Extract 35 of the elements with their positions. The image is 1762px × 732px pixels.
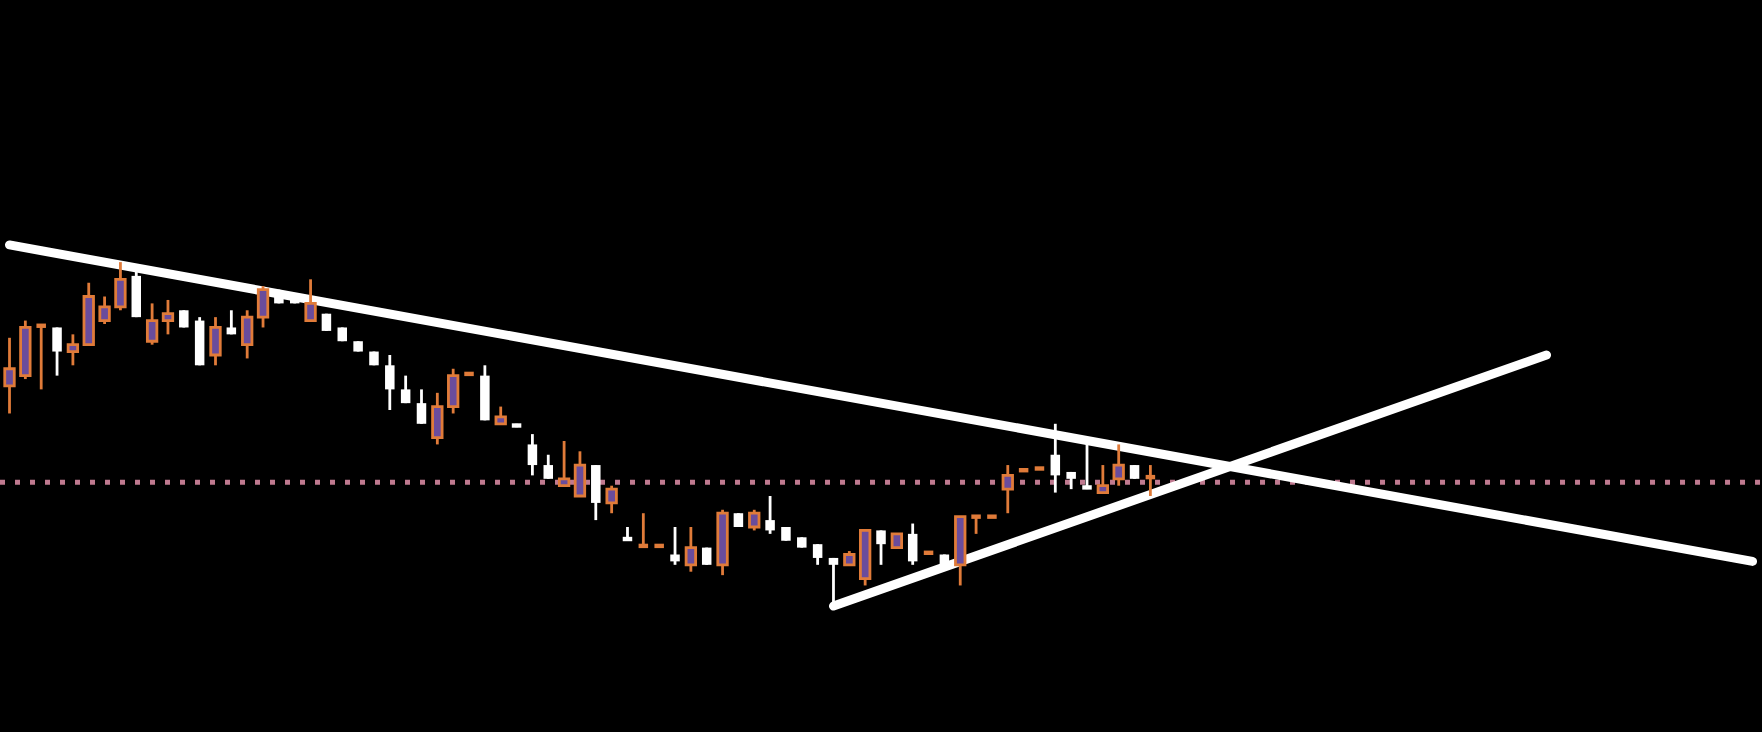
candlestick: [1050, 422, 1061, 494]
candlestick: [480, 363, 490, 422]
candlestick: [543, 453, 554, 481]
candlestick: [605, 484, 618, 515]
candlestick: [765, 494, 775, 536]
candlestick: [385, 353, 395, 412]
candlestick: [256, 284, 270, 329]
candlestick: [670, 525, 680, 567]
candlestick: [748, 508, 761, 532]
candlestick: [557, 439, 571, 488]
candlestick: [131, 267, 142, 319]
candlestick: [209, 315, 222, 367]
candlestick: [400, 374, 411, 405]
candlestick: [812, 542, 823, 567]
candlestick: [1001, 463, 1014, 515]
candlestick: [876, 529, 886, 567]
candlestick: [194, 315, 205, 367]
candlestick: [52, 326, 62, 378]
candlestick: [447, 367, 460, 415]
candlestick: [591, 463, 601, 522]
candlestick: [1112, 443, 1125, 488]
candlestick: [226, 308, 237, 336]
candlestick: [431, 391, 444, 446]
candlestick: [907, 522, 918, 567]
candlestick: [161, 298, 175, 336]
candlestick: [241, 308, 254, 360]
candlestick: [145, 301, 159, 347]
candlestick: [684, 525, 698, 574]
candlestick: [573, 449, 587, 498]
candlestick: [1096, 463, 1109, 494]
candlestick: [304, 277, 317, 322]
candlestick: [66, 332, 80, 367]
candlestick: [527, 432, 538, 477]
candlestick: [1080, 439, 1094, 491]
candlestick: [416, 387, 427, 426]
